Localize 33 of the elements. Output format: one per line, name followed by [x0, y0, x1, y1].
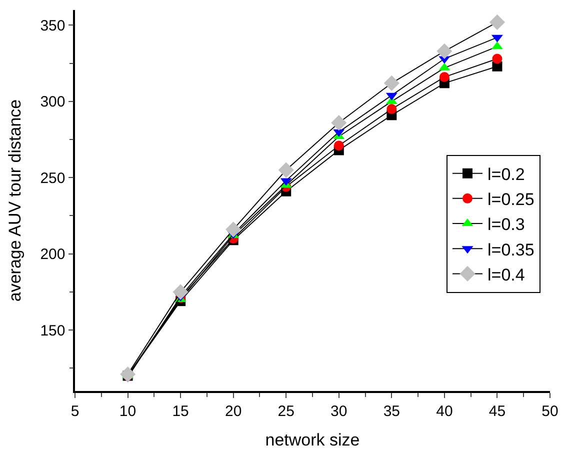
point [334, 140, 344, 151]
y-axis-title: average AUV tour distance [5, 99, 24, 302]
x-tick-label: 35 [383, 402, 400, 420]
point [331, 114, 347, 131]
x-tick-label: 20 [224, 402, 242, 420]
x-tick-label: 25 [278, 402, 294, 420]
legend-label: l=0.4 [488, 265, 525, 284]
legend-label: l=0.2 [488, 164, 525, 184]
x-tick-label: 50 [542, 402, 558, 420]
y-tick-label: 300 [40, 94, 66, 111]
x-tick-label: 30 [330, 402, 348, 420]
legend-label: l=0.35 [488, 240, 534, 260]
point [278, 162, 294, 178]
x-tick-label: 5 [70, 402, 80, 420]
y-tick-label: 200 [40, 246, 66, 264]
x-tick-label: 45 [488, 402, 506, 420]
point [439, 72, 450, 82]
y-tick-label: 150 [40, 322, 66, 340]
point [172, 284, 188, 300]
point [384, 75, 400, 91]
x-tick-label: 15 [172, 402, 189, 420]
x-tick-label: 10 [119, 402, 136, 420]
point [492, 54, 502, 64]
x-axis-title: network size [265, 430, 360, 450]
legend-label: l=0.25 [488, 190, 534, 210]
point [436, 43, 452, 59]
point [226, 222, 242, 238]
point [386, 104, 397, 114]
x-tick-label: 40 [436, 402, 453, 420]
legend-label: l=0.3 [488, 215, 525, 234]
y-tick-label: 250 [40, 170, 66, 187]
y-tick-label: 350 [40, 17, 66, 34]
point [489, 14, 506, 30]
